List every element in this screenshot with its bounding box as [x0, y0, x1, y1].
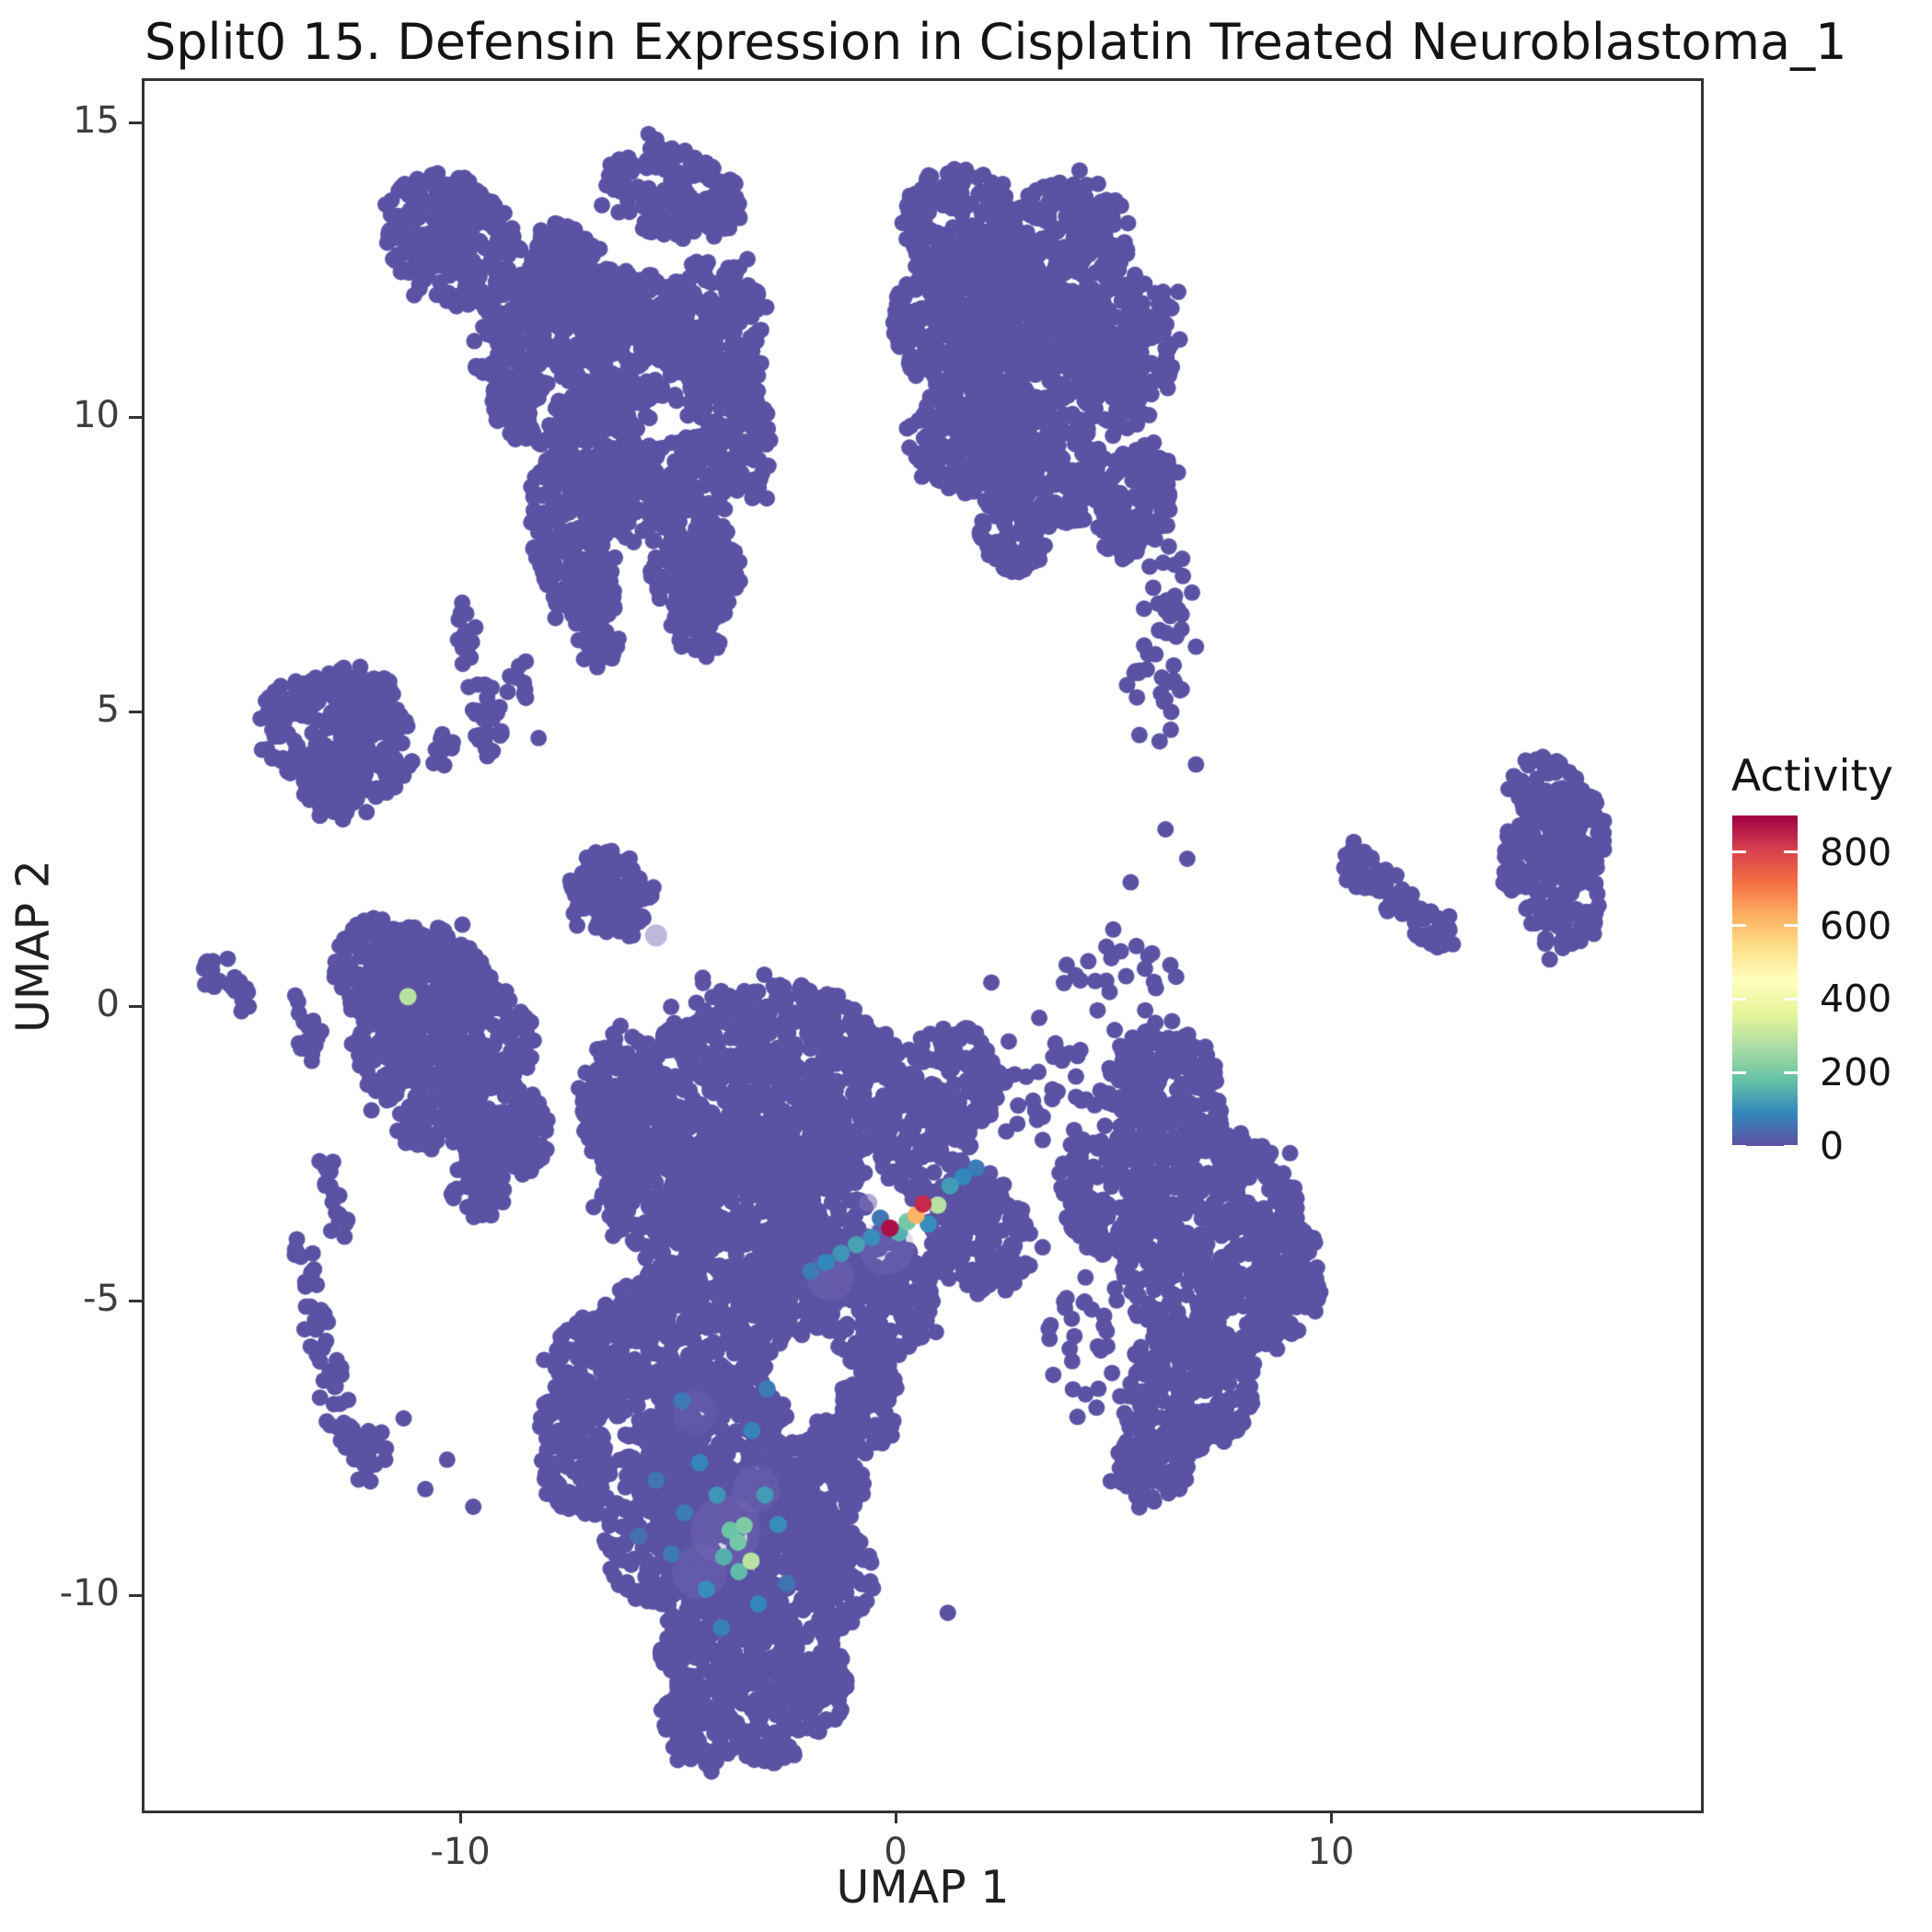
y-tick-label: 10 — [73, 394, 120, 436]
y-tick-mark — [129, 121, 142, 124]
legend-notch-left — [1732, 1070, 1746, 1074]
y-tick-label: 0 — [96, 983, 120, 1025]
legend-tick-label: 600 — [1820, 903, 1892, 948]
x-axis-label: UMAP 1 — [836, 1861, 1010, 1914]
y-tick-label: -5 — [83, 1278, 120, 1320]
legend-notch-left — [1732, 924, 1746, 928]
legend-tick-label: 400 — [1820, 977, 1892, 1022]
x-tick-mark — [1329, 1811, 1333, 1823]
x-tick-label: 10 — [1307, 1831, 1355, 1873]
legend-tick-label: 0 — [1820, 1124, 1845, 1168]
legend-notch-right — [1784, 924, 1798, 928]
legend-title: Activity — [1731, 751, 1893, 802]
x-tick-mark — [894, 1811, 897, 1823]
page-title: Split0 15. Defensin Expression in Cispla… — [145, 13, 1847, 71]
x-tick-label: 0 — [884, 1831, 908, 1873]
y-tick-mark — [129, 415, 142, 419]
legend-tick-label: 200 — [1820, 1050, 1892, 1095]
legend-notch-right — [1784, 850, 1798, 854]
x-tick-mark — [458, 1811, 462, 1823]
legend-notch-right — [1784, 1070, 1798, 1074]
x-tick-label: -10 — [430, 1831, 491, 1873]
legend-notch-left — [1732, 850, 1746, 854]
y-tick-mark — [129, 1004, 142, 1008]
y-tick-label: 15 — [73, 99, 120, 142]
legend-tick-label: 800 — [1820, 829, 1892, 874]
legend-notch-left — [1732, 997, 1746, 1001]
y-tick-mark — [129, 1299, 142, 1302]
legend-notch-right — [1784, 997, 1798, 1001]
y-tick-label: -10 — [59, 1572, 120, 1614]
y-tick-mark — [129, 710, 142, 713]
legend-notch-left — [1732, 1144, 1746, 1148]
y-tick-label: 5 — [96, 688, 120, 731]
y-tick-mark — [129, 1593, 142, 1597]
legend-notch-right — [1784, 1144, 1798, 1148]
legend-colorbar — [1732, 816, 1798, 1146]
